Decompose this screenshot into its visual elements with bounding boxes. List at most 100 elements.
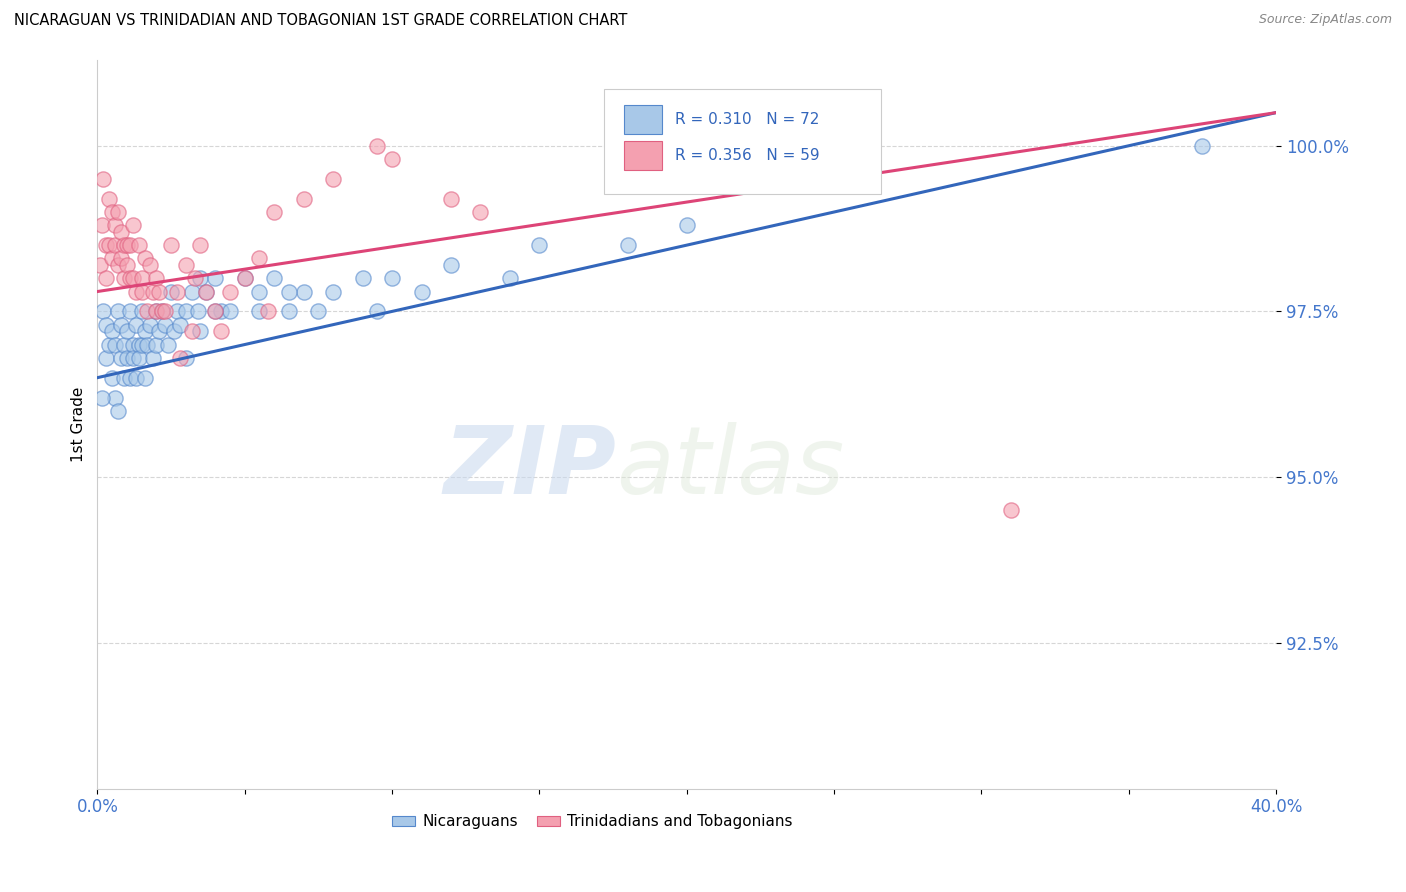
Point [366, 138, 388, 153]
Point [529, 238, 551, 252]
Point [121, 271, 143, 285]
Point [381, 271, 404, 285]
Point [98, 337, 121, 351]
Point [219, 304, 242, 318]
Point [121, 351, 143, 365]
Point [183, 271, 205, 285]
Point [150, 304, 173, 318]
Text: Source: ZipAtlas.com: Source: ZipAtlas.com [1258, 13, 1392, 27]
Point [118, 370, 141, 384]
Point [209, 324, 232, 338]
Point [675, 219, 697, 233]
Point [131, 285, 153, 299]
Point [112, 238, 135, 252]
Point [263, 271, 285, 285]
Point [440, 258, 463, 272]
Point [219, 285, 242, 299]
Point [91, 172, 114, 186]
Point [131, 271, 153, 285]
Point [112, 370, 135, 384]
Point [142, 285, 165, 299]
Point [124, 318, 146, 332]
Point [136, 337, 159, 351]
Point [110, 225, 132, 239]
Point [322, 172, 344, 186]
Text: ZIP: ZIP [443, 422, 616, 514]
Point [104, 238, 127, 252]
Point [139, 258, 162, 272]
Point [118, 271, 141, 285]
Point [128, 238, 150, 252]
Point [180, 324, 202, 338]
Point [90, 219, 112, 233]
Point [115, 258, 138, 272]
Point [277, 304, 299, 318]
Point [180, 285, 202, 299]
Point [134, 370, 156, 384]
Point [115, 324, 138, 338]
FancyBboxPatch shape [624, 141, 662, 170]
Point [128, 337, 150, 351]
Point [131, 337, 153, 351]
Point [166, 304, 188, 318]
Point [124, 370, 146, 384]
Point [499, 271, 522, 285]
Point [263, 205, 285, 219]
Point [148, 285, 170, 299]
Point [292, 285, 315, 299]
Point [107, 304, 129, 318]
Point [307, 304, 329, 318]
Point [134, 324, 156, 338]
Point [852, 138, 875, 153]
Point [440, 192, 463, 206]
Point [352, 271, 374, 285]
FancyBboxPatch shape [605, 89, 882, 194]
Point [190, 324, 212, 338]
Point [104, 391, 127, 405]
Point [110, 318, 132, 332]
Point [204, 271, 226, 285]
Point [233, 271, 256, 285]
Point [139, 318, 162, 332]
Point [322, 285, 344, 299]
Point [163, 324, 186, 338]
Point [101, 252, 124, 266]
Point [249, 252, 271, 266]
Text: R = 0.356   N = 59: R = 0.356 N = 59 [675, 148, 820, 163]
Point [145, 337, 167, 351]
Point [90, 391, 112, 405]
Point [169, 351, 191, 365]
Point [98, 238, 121, 252]
Point [204, 304, 226, 318]
Point [157, 337, 180, 351]
Point [134, 252, 156, 266]
Point [96, 318, 118, 332]
Point [110, 351, 132, 365]
Point [166, 285, 188, 299]
Point [112, 337, 135, 351]
Point [89, 258, 111, 272]
Point [1191, 138, 1213, 153]
Point [145, 271, 167, 285]
Point [190, 238, 212, 252]
Point [148, 324, 170, 338]
Point [101, 370, 124, 384]
Point [209, 304, 232, 318]
Point [128, 351, 150, 365]
Point [249, 304, 271, 318]
Point [110, 252, 132, 266]
Point [145, 304, 167, 318]
Point [104, 337, 127, 351]
Point [233, 271, 256, 285]
Point [277, 285, 299, 299]
Point [195, 285, 218, 299]
Point [96, 351, 118, 365]
Point [115, 238, 138, 252]
Text: atlas: atlas [616, 422, 844, 513]
Point [96, 271, 118, 285]
Point [145, 304, 167, 318]
Point [1000, 503, 1022, 517]
Point [174, 351, 197, 365]
Y-axis label: 1st Grade: 1st Grade [72, 386, 86, 462]
Point [153, 318, 176, 332]
